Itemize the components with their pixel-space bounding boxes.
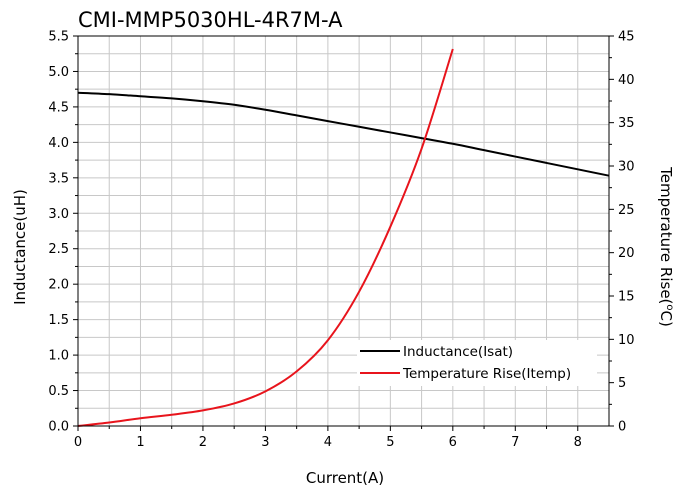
x-tick-label: 6 bbox=[449, 435, 457, 450]
ticks: 0 1 2 3 4 5 6 7 80.00.51.01.52.02.53.03.54.04.55… bbox=[48, 30, 634, 451]
y-axis-label-right-main: Temperature Rise( bbox=[657, 166, 675, 304]
y-left-tick-label: 1.0 bbox=[48, 349, 69, 364]
y-left-tick-label: 2.0 bbox=[48, 278, 69, 293]
x-tick-label: 1 bbox=[136, 435, 144, 450]
y-right-tick-label: 15 bbox=[618, 290, 635, 305]
y-left-tick-label: 4.0 bbox=[48, 136, 69, 151]
legend: Inductance(Isat) Temperature Rise(Itemp) bbox=[357, 340, 597, 386]
x-tick-label: 4 bbox=[324, 435, 332, 450]
x-tick-label: 3 bbox=[261, 435, 269, 450]
x-tick-label: 8 bbox=[574, 435, 582, 450]
y-axis-label-right-sup: o bbox=[664, 304, 675, 310]
y-left-tick-label: 2.5 bbox=[48, 242, 69, 257]
series-line-temperature bbox=[77, 48, 454, 427]
y-left-tick-label: 3.0 bbox=[48, 207, 69, 222]
y-right-tick-label: 0 bbox=[618, 420, 626, 435]
y-right-tick-label: 25 bbox=[618, 203, 635, 218]
x-axis-label: Current(A) bbox=[306, 469, 384, 487]
y-right-tick-label: 5 bbox=[618, 376, 626, 391]
x-tick-label: 5 bbox=[386, 435, 394, 450]
y-axis-label-right: Temperature Rise(oC) bbox=[657, 166, 675, 327]
y-left-tick-label: 5.0 bbox=[48, 65, 69, 80]
y-left-tick-label: 0.0 bbox=[48, 420, 69, 435]
y-left-tick-label: 1.5 bbox=[48, 313, 69, 328]
x-tick-label: 7 bbox=[511, 435, 519, 450]
y-left-tick-label: 3.5 bbox=[48, 171, 69, 186]
y-right-tick-label: 20 bbox=[618, 246, 635, 261]
x-tick-label: 0 bbox=[74, 435, 82, 450]
y-right-tick-label: 10 bbox=[618, 333, 635, 348]
legend-label-inductance: Inductance(Isat) bbox=[403, 344, 513, 360]
y-axis-label-left: Inductance(uH) bbox=[11, 189, 29, 305]
chart-title: CMI-MMP5030HL-4R7M-A bbox=[78, 8, 343, 32]
y-right-tick-label: 40 bbox=[618, 73, 635, 88]
series-line-inductance bbox=[77, 91, 610, 177]
y-right-tick-label: 35 bbox=[618, 116, 635, 131]
legend-bg bbox=[357, 340, 597, 386]
y-left-tick-label: 0.5 bbox=[48, 384, 69, 399]
y-left-tick-label: 5.5 bbox=[48, 30, 69, 45]
y-right-tick-label: 45 bbox=[618, 30, 635, 45]
series-lines bbox=[77, 48, 610, 427]
y-axis-label-right-unit: C) bbox=[657, 311, 675, 327]
legend-label-temperature: Temperature Rise(Itemp) bbox=[402, 366, 571, 382]
y-right-tick-label: 30 bbox=[618, 160, 635, 175]
x-tick-label: 2 bbox=[199, 435, 207, 450]
y-left-tick-label: 4.5 bbox=[48, 100, 69, 115]
